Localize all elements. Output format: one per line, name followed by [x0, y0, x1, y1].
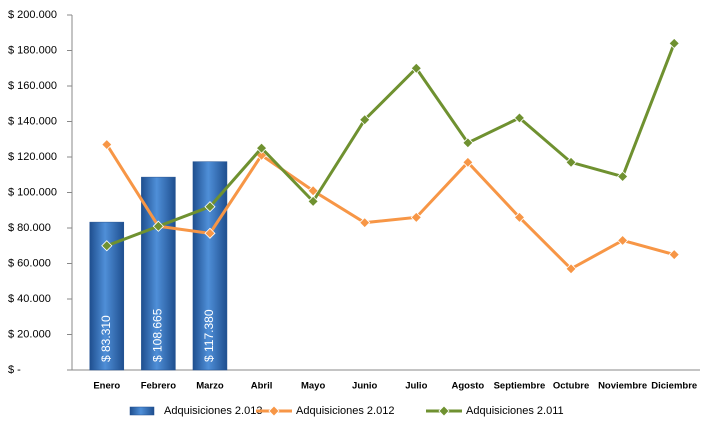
marker [152, 220, 164, 232]
legend-marker [268, 405, 280, 417]
x-tick-label: Julio [405, 381, 427, 392]
marker [617, 170, 629, 183]
bar-value-label: $ 83.310 [99, 315, 113, 362]
marker [255, 142, 268, 154]
y-tick-label: $ 140.000 [8, 115, 57, 127]
x-tick-label: Mayo [301, 381, 325, 392]
marker [101, 139, 113, 151]
marker [307, 195, 319, 207]
marker [565, 263, 577, 275]
x-tick-label: Octubre [553, 381, 589, 392]
marker [101, 240, 113, 252]
legend-marker [438, 405, 450, 417]
marker [307, 185, 319, 197]
x-tick-label: Marzo [196, 381, 224, 392]
marker [617, 234, 629, 246]
y-tick-label: $ 200.000 [8, 9, 57, 21]
y-tick-label: $ 20.000 [8, 328, 51, 340]
y-tick-label: $ 100.000 [8, 186, 57, 198]
y-tick-label: $ 40.000 [8, 293, 51, 305]
legend-label: Adquisiciones 2.012 [296, 405, 394, 417]
x-tick-label: Agosto [452, 381, 485, 392]
y-tick-label: $ 80.000 [8, 222, 51, 234]
marker [513, 211, 526, 223]
marker [410, 211, 422, 223]
x-tick-label: Septiembre [494, 381, 546, 392]
x-tick-label: Febrero [141, 381, 177, 392]
line [106, 42, 676, 248]
marker [204, 201, 216, 213]
x-tick-label: Junio [352, 381, 378, 392]
y-tick-label: $ 160.000 [8, 80, 57, 92]
legend-label: Adquisiciones 2.013 [164, 405, 262, 417]
y-tick-label: $ 120.000 [8, 151, 57, 163]
line [105, 143, 675, 271]
y-tick-label: $ 60.000 [8, 257, 51, 269]
x-tick-label: Diciembre [651, 381, 697, 392]
marker [462, 156, 474, 168]
y-tick-label: $ - [8, 364, 21, 376]
marker [410, 62, 422, 74]
y-tick-label: $ 180.000 [8, 44, 57, 56]
bar-value-label: $ 117.380 [202, 309, 216, 362]
marker [513, 112, 526, 124]
marker [359, 217, 371, 229]
marker [359, 114, 371, 126]
legend-swatch [129, 406, 155, 416]
marker [565, 156, 577, 168]
bar-value-label: $ 108.665 [151, 308, 165, 362]
marker [668, 249, 680, 261]
marker [462, 137, 474, 149]
bar [192, 161, 228, 371]
x-tick-label: Abril [251, 381, 273, 392]
marker [668, 37, 680, 49]
legend-label: Adquisiciones 2.011 [466, 405, 564, 417]
x-tick-label: Enero [93, 381, 120, 392]
x-tick-label: Noviembre [598, 381, 647, 392]
marker [204, 227, 216, 239]
